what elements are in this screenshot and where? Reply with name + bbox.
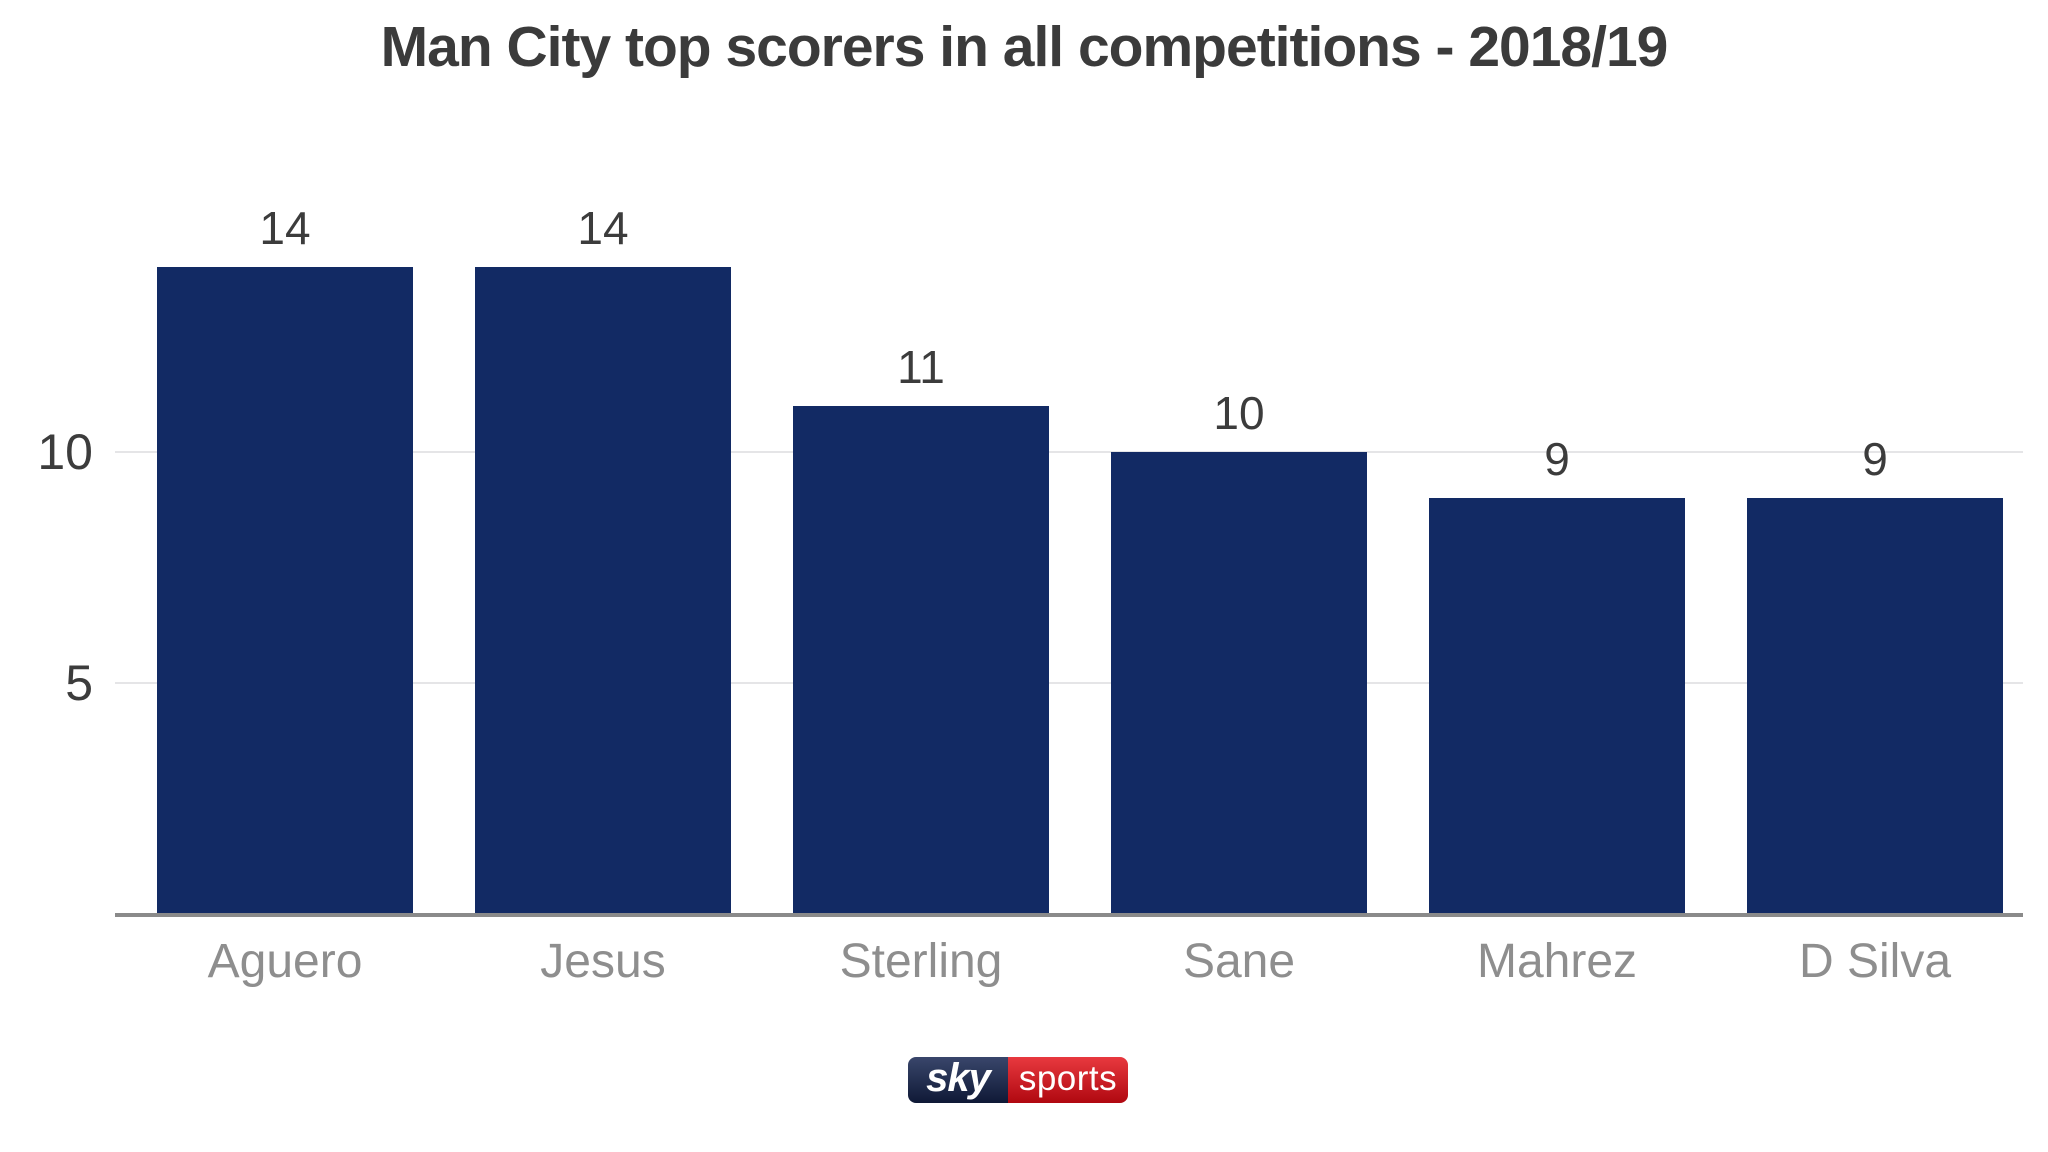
bar-sterling xyxy=(793,406,1049,914)
bar-aguero xyxy=(157,267,413,914)
bar-value-label-jesus: 14 xyxy=(577,202,629,254)
x-axis-label-sane: Sane xyxy=(1182,935,1296,988)
sky-logo-box: sky xyxy=(908,1056,1008,1103)
x-axis-label-sterling: Sterling xyxy=(839,935,1003,988)
y-axis-tick-label-5: 5 xyxy=(65,655,93,711)
y-axis-tick-label-10: 10 xyxy=(37,424,93,480)
bar-value-label-aguero: 14 xyxy=(259,202,311,254)
sky-sports-logo: sky sports xyxy=(908,1056,1128,1103)
gridline-y10 xyxy=(115,451,2023,453)
x-axis-label-jesus: Jesus xyxy=(540,935,666,988)
bar-sane xyxy=(1111,452,1367,914)
bar-mahrez xyxy=(1429,498,1685,914)
x-axis-label-aguero: Aguero xyxy=(207,935,363,988)
bar-value-label-mahrez: 9 xyxy=(1544,433,1570,485)
bar-value-label-sane: 10 xyxy=(1213,387,1265,439)
bar-value-label-sterling: 11 xyxy=(897,341,945,393)
x-axis-label-d-silva: D Silva xyxy=(1798,935,1952,988)
gridline-y5 xyxy=(115,682,2023,684)
bar-value-label-d-silva: 9 xyxy=(1862,433,1888,485)
bar-d-silva xyxy=(1747,498,2003,914)
chart-title: Man City top scorers in all competitions… xyxy=(380,15,1669,79)
sports-logo-box: sports xyxy=(1008,1057,1128,1103)
x-axis-label-mahrez: Mahrez xyxy=(1476,935,1638,988)
bar-jesus xyxy=(475,267,731,914)
x-axis-line xyxy=(115,913,2023,917)
